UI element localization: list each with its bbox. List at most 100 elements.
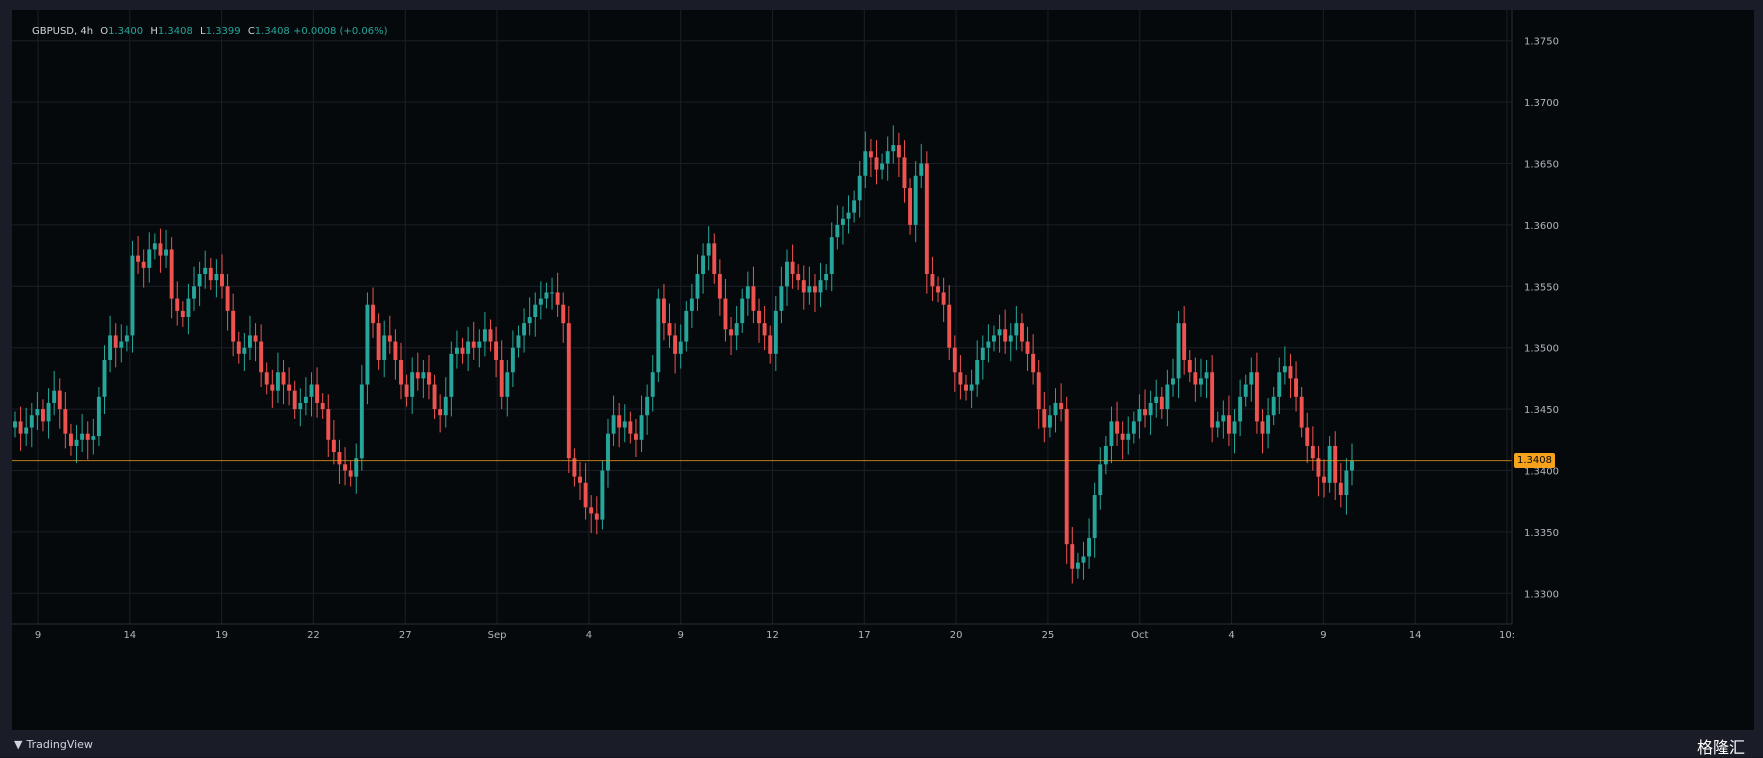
candle-body bbox=[645, 396, 650, 416]
candle-body bbox=[270, 384, 275, 391]
candle-body bbox=[197, 274, 202, 287]
candle-body bbox=[443, 396, 448, 416]
candle-body bbox=[281, 372, 286, 385]
candle-body bbox=[141, 261, 146, 268]
candle-body bbox=[896, 145, 901, 158]
candle-body bbox=[986, 341, 991, 348]
candle-body bbox=[589, 507, 594, 514]
candle-body bbox=[331, 439, 336, 453]
candle-body bbox=[701, 255, 706, 275]
ohlc-legend: GBPUSD, 4h O1.3400 H1.3408 L1.3399 C1.34… bbox=[32, 26, 388, 37]
candle-body bbox=[790, 261, 795, 275]
x-tick-label: 27 bbox=[399, 630, 412, 641]
candle-body bbox=[857, 175, 862, 201]
candle-body bbox=[1042, 409, 1047, 428]
x-tick-label: 4 bbox=[586, 630, 592, 641]
candle-body bbox=[1193, 372, 1198, 385]
candle-body bbox=[908, 188, 913, 225]
candle-body bbox=[454, 347, 459, 354]
candle-body bbox=[600, 470, 605, 520]
y-tick-label: 1.3350 bbox=[1524, 528, 1559, 539]
candle-body bbox=[488, 329, 493, 342]
candle-body bbox=[980, 347, 985, 360]
candle-body bbox=[611, 415, 616, 434]
candle-body bbox=[673, 335, 678, 354]
candle-body bbox=[68, 433, 73, 446]
candle-body bbox=[1143, 409, 1147, 416]
candle-body bbox=[421, 372, 426, 379]
candle-body bbox=[1271, 396, 1276, 416]
candle-body bbox=[1053, 402, 1058, 416]
candle-body bbox=[247, 335, 252, 348]
candle-body bbox=[729, 329, 734, 336]
time-axis: 9 14 19 22 27 Sep 4 9 12 17 20 25 Oct 4 9 14 10: bbox=[12, 623, 1515, 641]
candle-body bbox=[102, 359, 107, 397]
candle-body bbox=[930, 274, 935, 287]
candle-body bbox=[835, 224, 840, 238]
candle-body bbox=[376, 323, 381, 360]
candle-body bbox=[997, 329, 1002, 336]
candle-body bbox=[499, 359, 504, 397]
candle-body bbox=[119, 341, 124, 348]
candlestick-chart[interactable]: 1.3300 1.3350 1.3400 1.3450 1.3500 1.3550 1.36… bbox=[12, 10, 1754, 730]
candle-body bbox=[919, 163, 924, 176]
candle-body bbox=[1031, 353, 1036, 373]
candle-body bbox=[1238, 396, 1243, 422]
candle-body bbox=[538, 298, 543, 305]
candle-body bbox=[891, 145, 896, 152]
high-value: 1.3408 bbox=[157, 26, 193, 37]
candle-body bbox=[1019, 323, 1024, 342]
candle-body bbox=[1333, 445, 1338, 483]
candle-body bbox=[913, 175, 918, 225]
candle-body bbox=[684, 310, 689, 342]
candle-body bbox=[124, 335, 129, 342]
candle-body bbox=[192, 286, 196, 299]
tradingview-logo[interactable]: ▼ TradingView bbox=[14, 738, 93, 751]
candle-body bbox=[863, 151, 868, 176]
candle-body bbox=[365, 304, 370, 385]
candle-body bbox=[1075, 562, 1080, 569]
candle-body bbox=[208, 267, 213, 281]
candle-body bbox=[292, 390, 297, 410]
candle-body bbox=[768, 335, 773, 354]
candle-body bbox=[1305, 427, 1310, 446]
candle-body bbox=[734, 323, 739, 336]
candle-body bbox=[807, 286, 812, 293]
candle-body bbox=[1210, 372, 1215, 428]
candle-body bbox=[1109, 421, 1114, 446]
candle-body bbox=[1036, 372, 1041, 410]
candle-body bbox=[1120, 433, 1125, 440]
candle-body bbox=[214, 274, 219, 281]
candle-body bbox=[348, 470, 353, 477]
candle-body bbox=[466, 341, 471, 354]
candle-body bbox=[303, 396, 308, 403]
candle-body bbox=[1282, 366, 1287, 373]
candle-body bbox=[1059, 402, 1064, 410]
chart-area[interactable]: 1.3300 1.3350 1.3400 1.3450 1.3500 1.3550 1.36… bbox=[12, 10, 1754, 730]
candle-body bbox=[1316, 458, 1321, 477]
candle-body bbox=[1277, 372, 1282, 397]
candle-body bbox=[622, 421, 627, 428]
candle-body bbox=[1327, 445, 1332, 483]
candle-body bbox=[399, 359, 403, 385]
x-tick-label: Oct bbox=[1131, 630, 1148, 641]
candle-body bbox=[813, 286, 817, 293]
candle-body bbox=[1092, 495, 1097, 539]
candle-body bbox=[449, 353, 454, 397]
candle-body bbox=[533, 304, 538, 317]
candle-body bbox=[130, 255, 135, 336]
candle-body bbox=[253, 335, 258, 342]
candle-body bbox=[633, 433, 638, 440]
x-tick-label: 25 bbox=[1042, 630, 1055, 641]
candle-body bbox=[1014, 323, 1019, 336]
candle-body bbox=[773, 310, 778, 354]
candle-body bbox=[225, 286, 230, 311]
candle-body bbox=[745, 286, 750, 299]
candle-body bbox=[13, 421, 17, 428]
candle-body bbox=[818, 280, 823, 293]
candle-body bbox=[1081, 556, 1086, 563]
candle-body bbox=[427, 372, 431, 385]
y-tick-label: 1.3450 bbox=[1524, 405, 1559, 416]
candle-body bbox=[46, 402, 51, 422]
